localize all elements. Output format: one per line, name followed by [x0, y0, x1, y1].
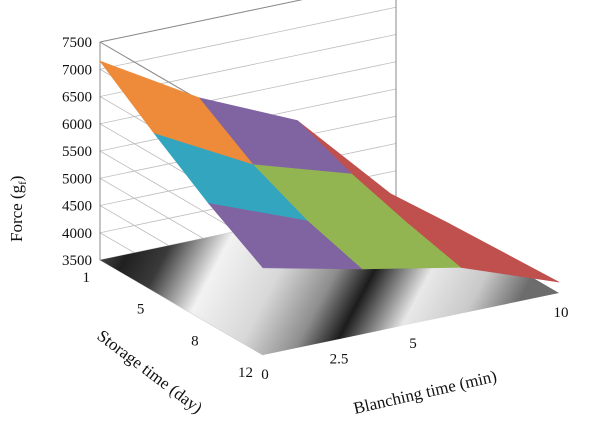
x-tick-label: 0: [261, 367, 269, 383]
y-tick-label: 8: [191, 333, 199, 349]
z-axis-title: Force (gf): [7, 176, 29, 242]
z-tick-label: 6500: [62, 90, 92, 106]
z-tick-label: 5500: [62, 144, 92, 160]
z-tick-label: 4000: [62, 226, 92, 242]
y-tick-label: 5: [137, 302, 145, 318]
y-axis-title: Storage time (day): [94, 326, 206, 417]
z-tick-label: 5000: [62, 171, 92, 187]
axis-edge: [99, 0, 303, 43]
x-axis-title: Blanching time (min): [352, 366, 499, 417]
z-tick-label: 7000: [62, 62, 92, 78]
z-tick-label: 7500: [62, 35, 92, 51]
z-tick-label: 4500: [62, 199, 92, 215]
x-tick-label: 10: [554, 305, 569, 321]
z-tick-label: 3500: [62, 253, 92, 269]
x-tick-label: 5: [409, 336, 417, 352]
y-tick-label: 1: [83, 270, 91, 286]
z-tick-label: 6000: [62, 117, 92, 133]
y-tick-label: 12: [238, 365, 253, 381]
surface-plot: [99, 60, 560, 283]
x-tick-label: 2.5: [330, 352, 349, 368]
surface-patch: [207, 202, 363, 270]
